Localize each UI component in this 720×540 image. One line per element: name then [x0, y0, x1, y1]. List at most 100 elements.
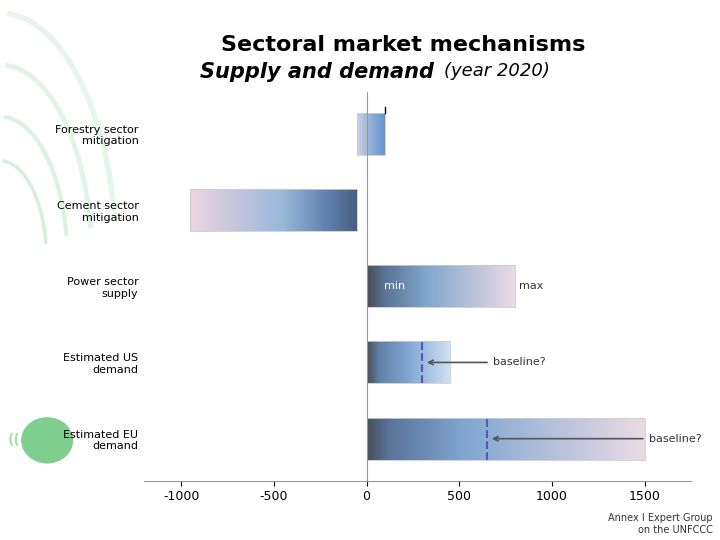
Bar [367, 418, 369, 460]
Bar [446, 418, 447, 460]
Bar [542, 418, 543, 460]
Bar [426, 418, 427, 460]
Bar [487, 418, 488, 460]
Bar [573, 418, 575, 460]
Bar [407, 418, 408, 460]
Bar [564, 418, 565, 460]
Bar [643, 418, 644, 460]
Bar [537, 418, 538, 460]
Bar [610, 418, 611, 460]
Bar [627, 418, 628, 460]
Bar [443, 418, 444, 460]
Bar [409, 418, 410, 460]
Bar [460, 418, 462, 460]
Bar [385, 418, 386, 460]
Bar [469, 418, 470, 460]
Bar [474, 418, 475, 460]
Bar [464, 418, 465, 460]
Bar [613, 418, 614, 460]
Bar [615, 418, 616, 460]
Bar [641, 418, 642, 460]
Bar [441, 418, 443, 460]
Bar [488, 418, 489, 460]
Bar [377, 418, 378, 460]
Bar [427, 418, 428, 460]
Bar [585, 418, 586, 460]
Bar [405, 418, 407, 460]
Bar [586, 418, 588, 460]
Bar [584, 418, 585, 460]
Text: Supply and demand: Supply and demand [200, 62, 433, 82]
Bar [413, 418, 414, 460]
Bar [394, 418, 395, 460]
Bar [452, 418, 453, 460]
Bar [526, 418, 527, 460]
Bar [459, 418, 460, 460]
Bar [480, 418, 481, 460]
Bar [629, 418, 630, 460]
Text: ((: (( [7, 434, 20, 447]
Bar [601, 418, 602, 460]
Bar [370, 418, 372, 460]
Bar [632, 418, 633, 460]
Bar [557, 418, 558, 460]
Bar [382, 418, 383, 460]
Bar [639, 418, 640, 460]
Bar [492, 418, 494, 460]
Bar [467, 418, 468, 460]
Bar [402, 418, 404, 460]
Bar [543, 418, 544, 460]
Bar [633, 418, 634, 460]
Bar [475, 418, 476, 460]
Bar [498, 418, 499, 460]
Bar [437, 418, 438, 460]
Bar [412, 418, 413, 460]
Bar [611, 418, 613, 460]
Bar [534, 418, 536, 460]
Bar [644, 418, 645, 460]
Text: OECD: OECD [5, 464, 44, 477]
Bar [481, 418, 482, 460]
Bar [455, 418, 456, 460]
Bar [556, 418, 557, 460]
Bar [376, 418, 377, 460]
Bar [496, 418, 498, 460]
Bar [379, 418, 380, 460]
Bar [411, 418, 412, 460]
Bar [554, 418, 555, 460]
Bar [517, 418, 518, 460]
Bar [616, 418, 617, 460]
Bar [433, 418, 434, 460]
Bar [438, 418, 439, 460]
Bar [512, 418, 513, 460]
Bar [485, 418, 486, 460]
Bar [507, 418, 508, 460]
Bar [624, 418, 626, 460]
Bar [415, 418, 417, 460]
Bar [565, 418, 566, 460]
Bar [598, 418, 599, 460]
Bar [431, 418, 433, 460]
Bar [538, 418, 539, 460]
Text: Annex I Expert Group
on the UNFCCC: Annex I Expert Group on the UNFCCC [608, 513, 713, 535]
Bar [520, 418, 521, 460]
Bar [489, 418, 490, 460]
Bar [580, 418, 581, 460]
Bar [562, 418, 563, 460]
Bar [449, 418, 450, 460]
Bar [619, 418, 620, 460]
Text: min: min [384, 281, 405, 291]
Bar [539, 418, 540, 460]
Bar [436, 418, 437, 460]
Bar [501, 418, 502, 460]
Bar [518, 418, 520, 460]
Bar [514, 418, 515, 460]
Bar [389, 418, 390, 460]
Text: baseline?: baseline? [494, 434, 701, 444]
Bar [529, 418, 530, 460]
Bar [549, 418, 550, 460]
Bar [410, 418, 411, 460]
Bar [372, 418, 373, 460]
Bar [383, 418, 384, 460]
Bar [579, 418, 580, 460]
